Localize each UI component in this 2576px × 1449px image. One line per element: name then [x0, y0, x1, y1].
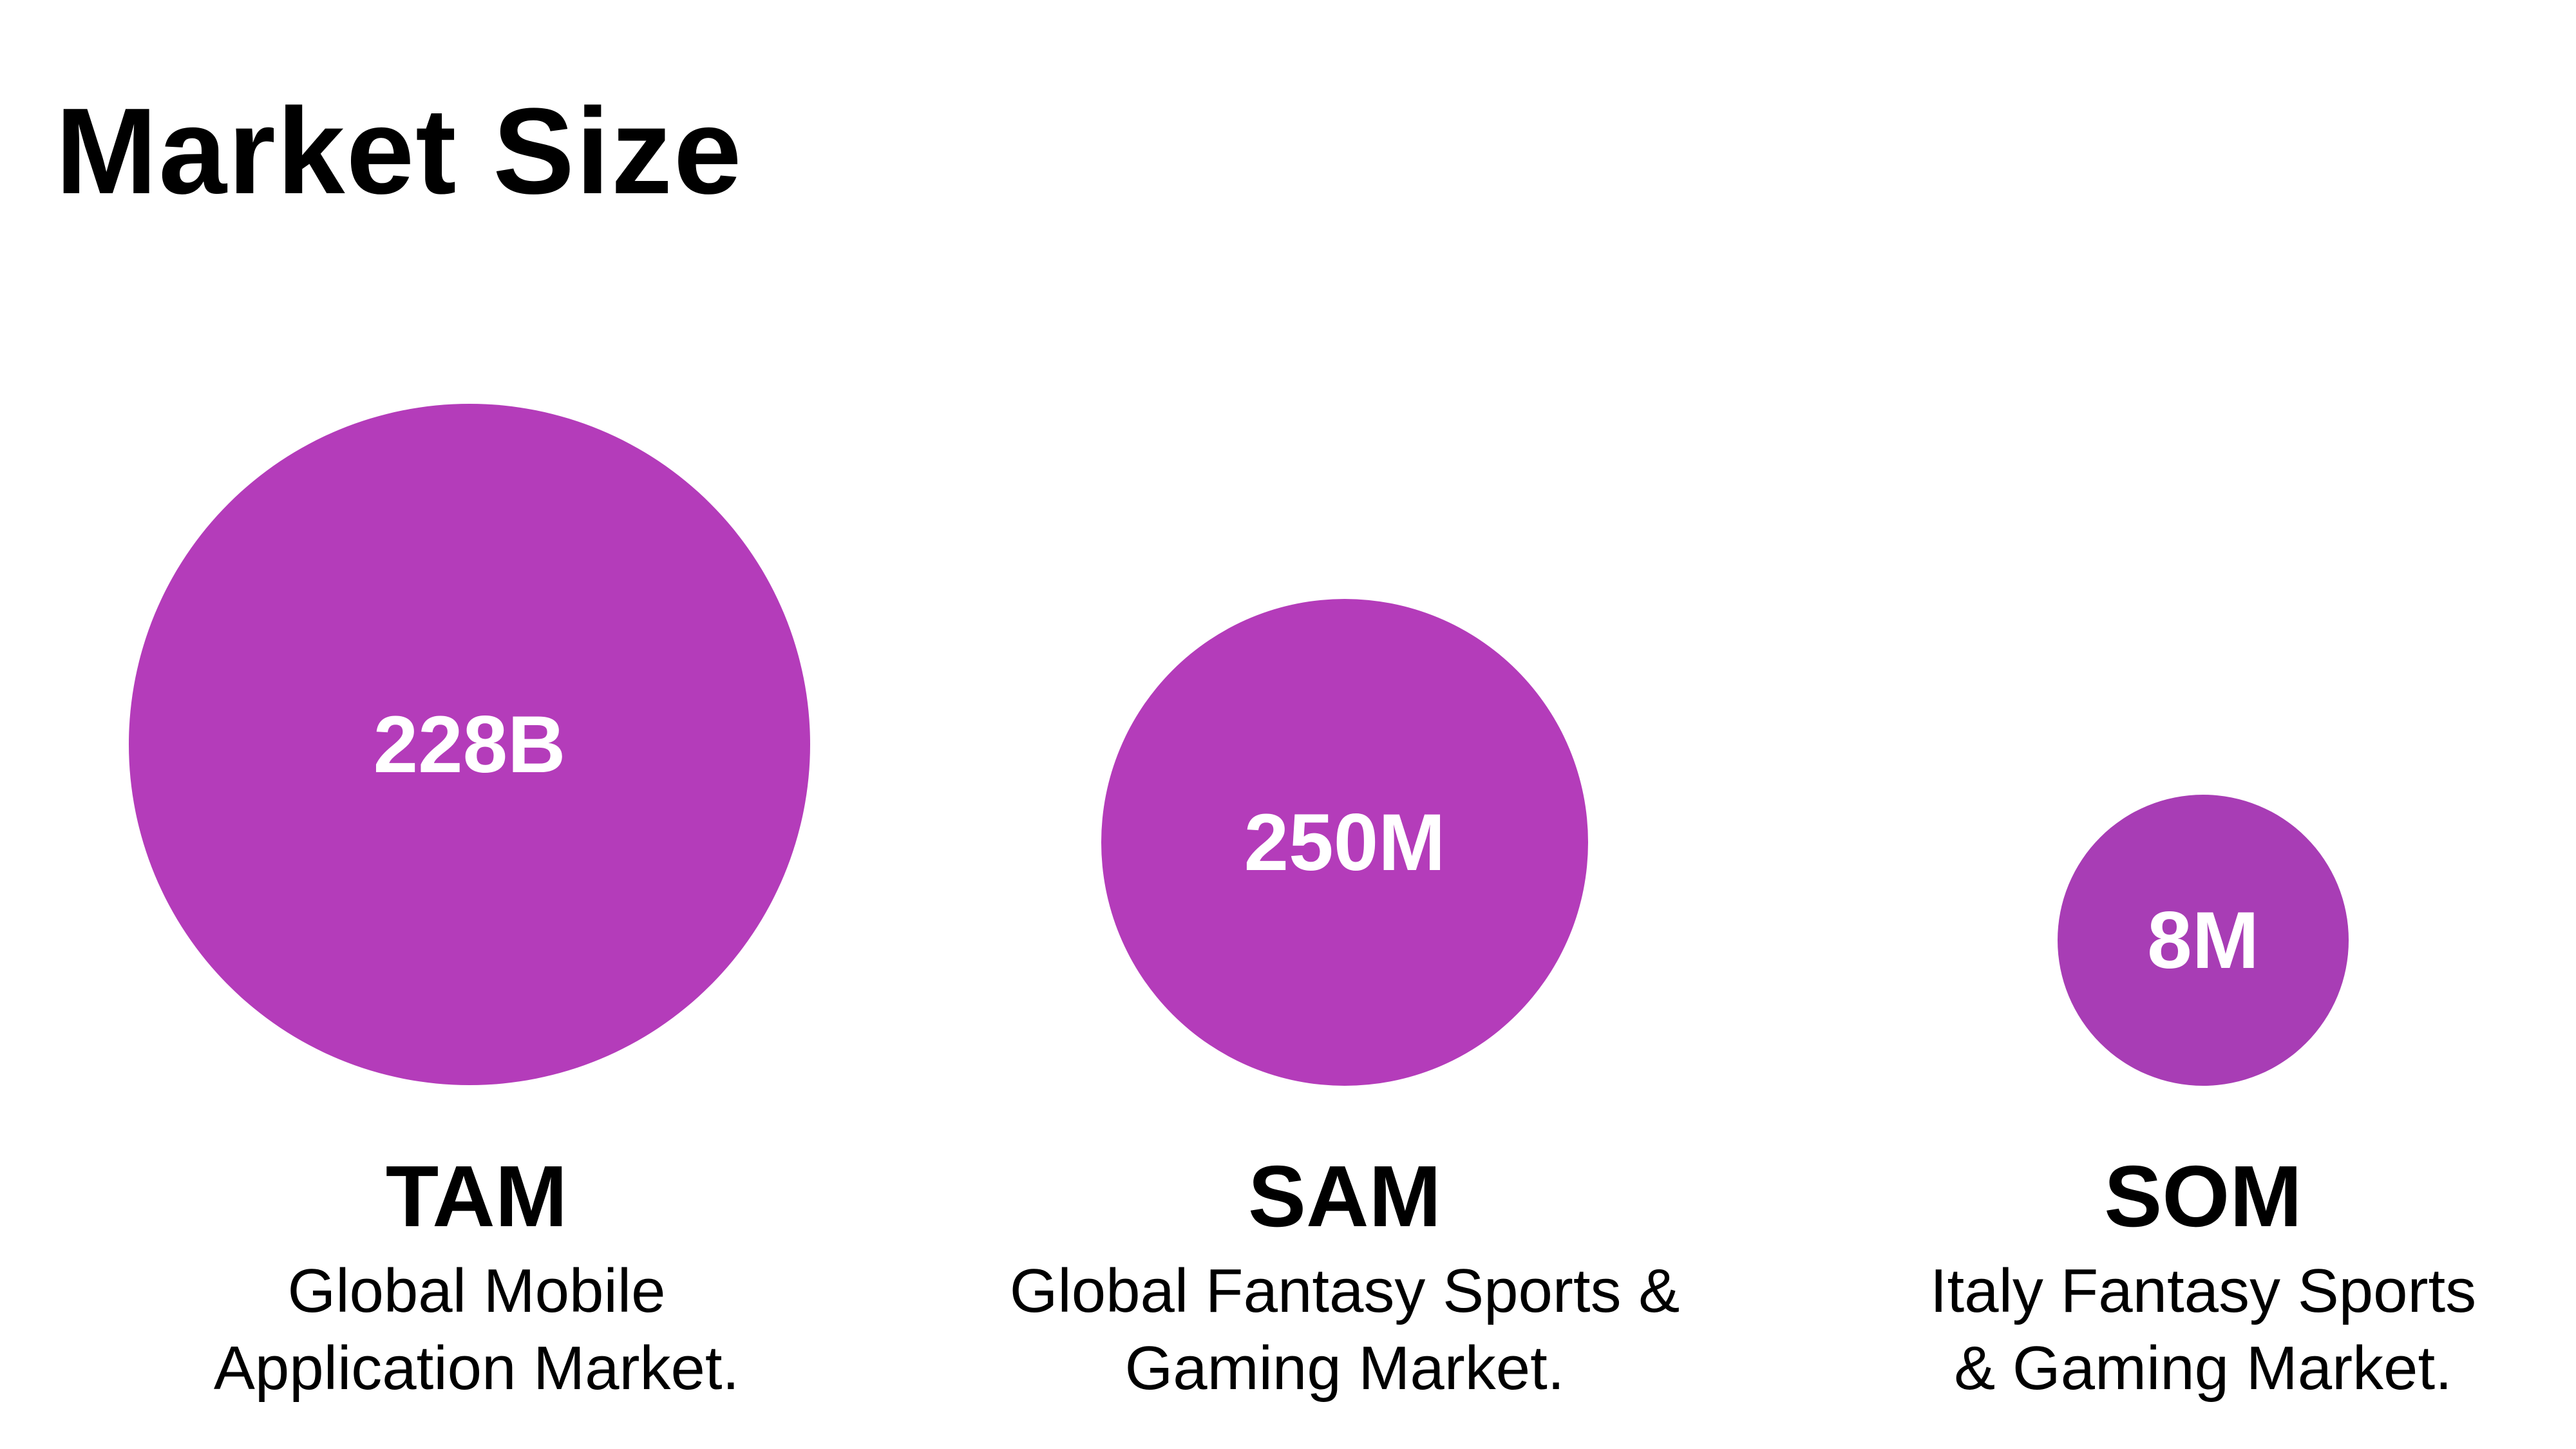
- tam-label: TAM: [385, 1148, 568, 1245]
- sam-description: Global Fantasy Sports & Gaming Market.: [1009, 1256, 1680, 1403]
- som-description: Italy Fantasy Sports & Gaming Market.: [1929, 1256, 2477, 1403]
- sam-value: 250M: [1244, 797, 1446, 887]
- sam-label: SAM: [1248, 1148, 1441, 1245]
- som-label: SOM: [2104, 1148, 2302, 1245]
- som-circle: 8M: [2058, 795, 2349, 1086]
- page-title: Market Size: [55, 83, 743, 220]
- tam-value: 228B: [373, 699, 566, 790]
- tam-description: Global Mobile Application Market.: [213, 1256, 740, 1403]
- som-value: 8M: [2147, 895, 2259, 985]
- sam-circle: 250M: [1101, 599, 1588, 1086]
- tam-circle: 228B: [129, 404, 810, 1085]
